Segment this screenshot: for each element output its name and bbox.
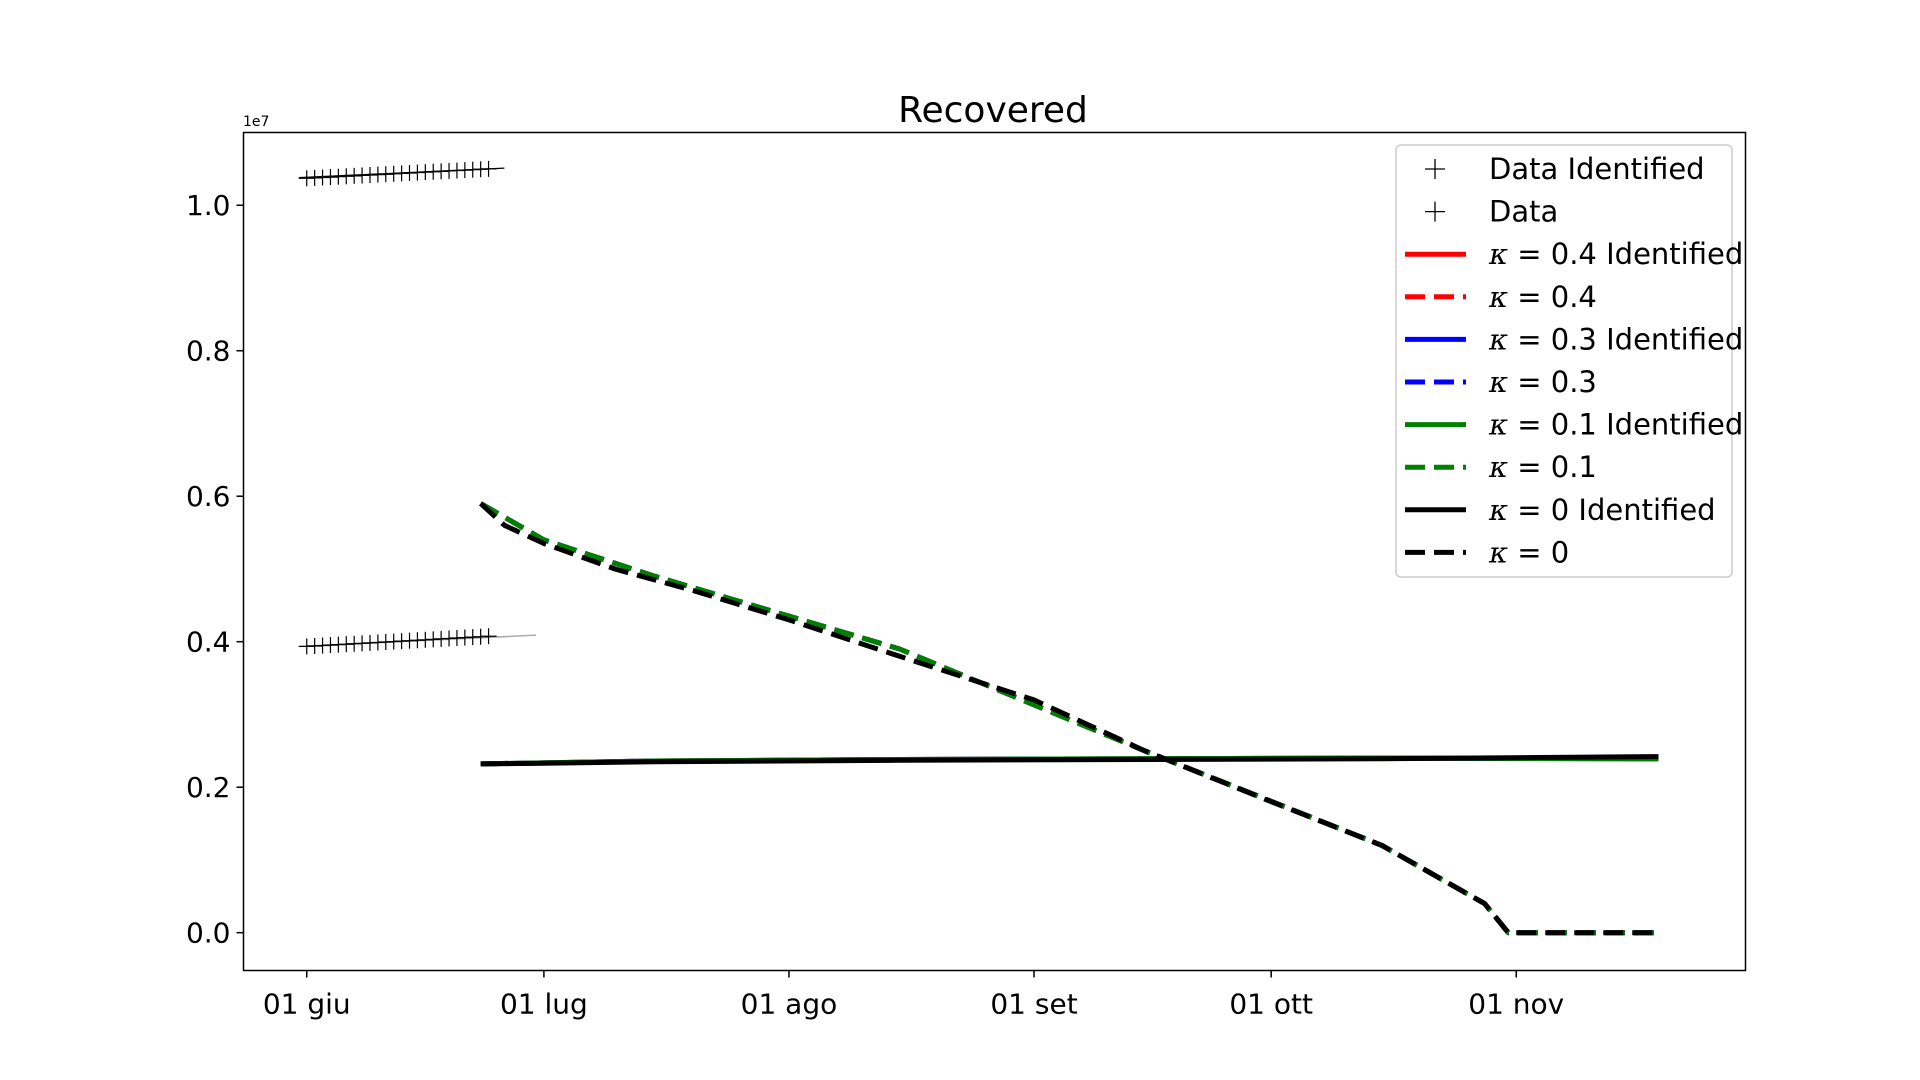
x-tick-label: 01 ott: [1229, 988, 1313, 1021]
y-tick-label: 0.2: [186, 771, 231, 804]
legend-entry-8: κ = 0 Identified: [1405, 493, 1716, 527]
x-tick-label: 01 giu: [263, 988, 351, 1021]
legend-entry-9: κ = 0: [1405, 535, 1569, 569]
legend-entry-0: Data Identified: [1425, 152, 1705, 186]
legend-label: κ = 0.1: [1488, 450, 1597, 484]
y-axis-offset-label: 1e7: [243, 114, 269, 130]
series-line-7: [479, 501, 1659, 936]
legend-entry-7: κ = 0.1: [1405, 450, 1597, 484]
y-tick-label: 1.0: [186, 189, 231, 222]
y-tick-label: 0.0: [186, 917, 231, 950]
legend-label: κ = 0.3 Identified: [1488, 322, 1743, 356]
legend-label: Data Identified: [1489, 152, 1705, 186]
chart-title: Recovered: [898, 90, 1088, 131]
legend-label: κ = 0.1 Identified: [1488, 408, 1743, 442]
x-tick-label: 01 nov: [1468, 988, 1564, 1021]
plot-area: [298, 160, 1659, 936]
legend-label: κ = 0 Identified: [1488, 493, 1716, 527]
legend-label: κ = 0.3: [1488, 365, 1597, 399]
legend-label: κ = 0.4 Identified: [1488, 237, 1743, 271]
series-line-6: [480, 754, 1659, 767]
x-axis: 01 giu 01 lug 01 ago 01 set 01 ott 01 nov: [263, 970, 1564, 1021]
x-tick-label: 01 ago: [741, 988, 838, 1021]
legend-label: κ = 0: [1488, 535, 1569, 569]
data-point-0-23: [480, 628, 497, 645]
data-point-1-23: [480, 160, 497, 177]
legend-entry-6: κ = 0.1 Identified: [1405, 408, 1743, 442]
y-axis: 0.0 0.2 0.4 0.6 0.8 1.0: [186, 189, 244, 950]
y-tick-label: 0.8: [186, 335, 231, 368]
legend-entry-1: Data: [1425, 195, 1558, 229]
legend: Data Identified Data κ = 0.4 Identified κ =…: [1395, 144, 1743, 578]
legend-entry-4: κ = 0.3 Identified: [1405, 322, 1743, 356]
legend-label: κ = 0.4: [1488, 280, 1597, 314]
legend-entry-5: κ = 0.3: [1405, 365, 1597, 399]
legend-box: [1395, 144, 1733, 578]
axes-frame: [242, 131, 1747, 972]
x-tick-label: 01 lug: [500, 988, 588, 1021]
legend-entry-2: κ = 0.4 Identified: [1405, 237, 1743, 271]
y-tick-label: 0.6: [186, 480, 231, 513]
x-tick-label: 01 set: [990, 988, 1077, 1021]
legend-label: Data: [1489, 195, 1558, 229]
y-tick-label: 0.4: [186, 626, 231, 659]
legend-entry-3: κ = 0.4: [1405, 280, 1597, 314]
